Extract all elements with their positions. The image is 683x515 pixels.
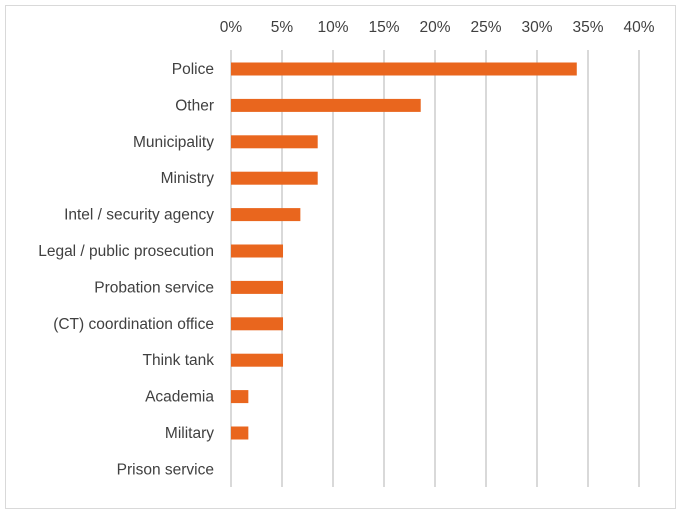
category-label: Prison service — [117, 461, 214, 478]
bar-municipality — [231, 135, 318, 149]
x-tick-label: 15% — [368, 19, 399, 36]
category-label: Municipality — [133, 134, 214, 151]
chart-frame — [5, 5, 676, 509]
bar-probation-service — [231, 280, 284, 294]
category-label: Other — [175, 97, 214, 114]
bar-ct-coordination-office — [231, 317, 284, 331]
bar-ministry — [231, 171, 318, 185]
category-label: Probation service — [94, 279, 214, 296]
bar-legal-public-prosecution — [231, 244, 284, 258]
x-tick-label: 30% — [521, 19, 552, 36]
category-label: Think tank — [142, 352, 214, 369]
bar-police — [231, 62, 577, 76]
category-label: Police — [172, 61, 214, 78]
x-tick-label: 0% — [220, 19, 243, 36]
bar-other — [231, 98, 421, 112]
x-tick-label: 40% — [623, 19, 654, 36]
category-label: Legal / public prosecution — [38, 243, 214, 260]
x-tick-label: 20% — [419, 19, 450, 36]
x-tick-label: 35% — [572, 19, 603, 36]
x-tick-label: 10% — [317, 19, 348, 36]
x-tick-label: 5% — [271, 19, 294, 36]
bar-think-tank — [231, 353, 284, 367]
category-label: Academia — [145, 389, 214, 406]
x-tick-label: 25% — [470, 19, 501, 36]
bar-military — [231, 426, 249, 440]
bar-academia — [231, 390, 249, 404]
category-label: Military — [165, 425, 214, 442]
category-label: (CT) coordination office — [53, 316, 214, 333]
category-label: Ministry — [161, 170, 215, 187]
bar-intel-security-agency — [231, 208, 301, 222]
category-label: Intel / security agency — [64, 207, 214, 224]
